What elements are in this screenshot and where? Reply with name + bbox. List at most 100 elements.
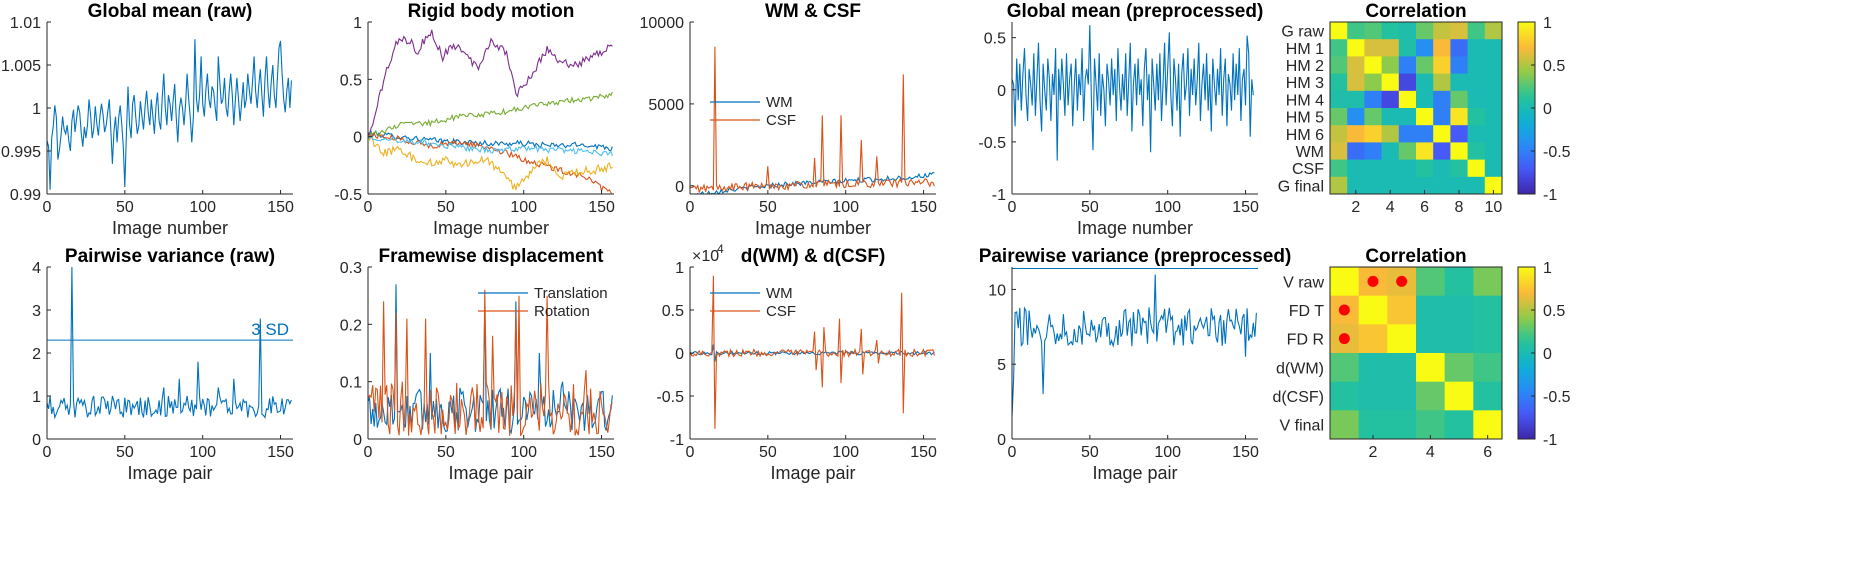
y-tick-label: -0.5 [334, 187, 362, 204]
heatmap-cell [1473, 410, 1503, 440]
panel-title: Global mean (raw) [88, 1, 253, 22]
heatmap-cell [1433, 125, 1451, 143]
heatmap-cell [1416, 381, 1446, 411]
panel-global_mean_raw: Global mean (raw) 0 50 100 150 0.99 0.995 1 1.00… [1, 1, 294, 238]
heatmap-cell [1330, 73, 1348, 92]
series-line-5 [368, 135, 613, 157]
heatmap-cell [1444, 353, 1474, 383]
heatmap-cell [1364, 73, 1383, 92]
x-tick-label: 0 [686, 199, 695, 216]
heatmap-cell [1450, 125, 1469, 143]
row-label: HM 4 [1286, 92, 1324, 109]
heatmap-cell [1484, 39, 1503, 57]
heatmap-cell [1416, 125, 1434, 143]
heatmap-cell [1381, 39, 1400, 57]
colorbar-tick-label: 0.5 [1543, 58, 1565, 75]
x-tick-label: 10 [1485, 199, 1503, 216]
y-tick-label: 4 [32, 260, 41, 277]
heatmap-cell [1358, 410, 1388, 440]
heatmap-cell [1433, 73, 1451, 92]
x-tick-label: 150 [588, 199, 615, 216]
row-label: HM 2 [1286, 58, 1324, 75]
heatmap-cell [1381, 22, 1400, 40]
heatmap-cell [1467, 125, 1486, 143]
heatmap-cell [1364, 125, 1383, 143]
heatmap-cell [1364, 56, 1383, 75]
colorbar-tick-label: -1 [1543, 187, 1557, 204]
heatmap-cell [1358, 295, 1388, 325]
heatmap-cell [1347, 159, 1365, 178]
x-tick-label: 100 [510, 199, 537, 216]
heatmap-cell [1450, 22, 1469, 40]
heatmap-cell [1416, 108, 1434, 126]
x-axis-label: Image number [755, 218, 871, 238]
heatmap-cell [1467, 142, 1486, 161]
panel-title: Global mean (preprocessed) [1007, 1, 1264, 22]
x-tick-label: 0 [364, 199, 373, 216]
heatmap-cell [1347, 39, 1365, 57]
heatmap-cell [1416, 142, 1434, 161]
x-tick-label: 100 [1154, 444, 1181, 461]
heatmap-cell [1398, 142, 1417, 161]
panel-title: Correlation [1365, 1, 1466, 22]
x-tick-label: 0 [364, 444, 373, 461]
x-tick-label: 150 [910, 199, 937, 216]
heatmap-cell [1467, 56, 1486, 75]
legend-entry: Translation [534, 285, 608, 302]
heatmap-cell [1381, 56, 1400, 75]
panel-title: WM & CSF [765, 1, 861, 22]
heatmap-cell [1484, 73, 1503, 92]
series-line-0 [1012, 25, 1254, 161]
x-tick-label: 4 [1426, 444, 1435, 461]
y-tick-label: 1 [32, 389, 41, 406]
heatmap-cell [1358, 353, 1388, 383]
significance-dot [1338, 333, 1350, 345]
heatmap-cell [1398, 39, 1417, 57]
heatmap-cell [1416, 90, 1434, 109]
heatmap-cell [1347, 176, 1365, 195]
heatmap-cell [1433, 56, 1451, 75]
heatmap-cell [1484, 176, 1503, 195]
panel-title: Framewise displacement [379, 246, 605, 267]
x-axis-label: Image number [112, 218, 228, 238]
row-label: G raw [1281, 24, 1324, 41]
y-tick-label: 0.5 [340, 72, 362, 89]
heatmap-cell [1398, 73, 1417, 92]
heatmap-cell [1330, 39, 1348, 57]
series-line-3 [368, 29, 613, 136]
heatmap-cell [1416, 159, 1434, 178]
heatmap-cell [1416, 295, 1446, 325]
heatmap-frame [1329, 266, 1503, 440]
heatmap-cell [1473, 295, 1503, 325]
series-line-1 [368, 132, 613, 194]
heatmap-cell [1381, 125, 1400, 143]
colorbar-tick-label: 0 [1543, 101, 1552, 118]
heatmap-cell [1444, 295, 1474, 325]
colorbar-tick-label: 1 [1543, 260, 1552, 277]
heatmap-cell [1330, 267, 1360, 297]
y-tick-label: 0 [997, 432, 1006, 449]
heatmap-cell [1398, 90, 1417, 109]
heatmap-cell [1381, 142, 1400, 161]
panel-pairwise_variance_preprocessed: Pairewise variance (preprocessed)0 50 100 1… [979, 246, 1292, 483]
x-tick-label: 2 [1351, 199, 1360, 216]
series-line-csf [690, 275, 935, 429]
x-tick-label: 0 [43, 199, 52, 216]
heatmap-cell [1416, 22, 1434, 40]
heatmap-cell [1416, 56, 1434, 75]
row-label: HM 5 [1286, 110, 1324, 127]
heatmap-cell [1364, 176, 1383, 195]
heatmap-cell [1347, 108, 1365, 126]
row-label: d(CSF) [1272, 389, 1324, 406]
heatmap-cell [1398, 176, 1417, 195]
colorbar-tick-label: -0.5 [1543, 144, 1571, 161]
heatmap-cell [1381, 176, 1400, 195]
heatmap-cell [1467, 39, 1486, 57]
heatmap-cell [1473, 324, 1503, 354]
heatmap-cell [1387, 295, 1417, 325]
x-tick-label: 150 [1232, 444, 1259, 461]
heatmap-cell [1381, 159, 1400, 178]
panel-framewise_displacement: Framewise displacement 0 50 100 150 0 0.1 0.2 0.… [340, 246, 615, 483]
x-tick-label: 100 [832, 199, 859, 216]
heatmap-cell [1450, 90, 1469, 109]
